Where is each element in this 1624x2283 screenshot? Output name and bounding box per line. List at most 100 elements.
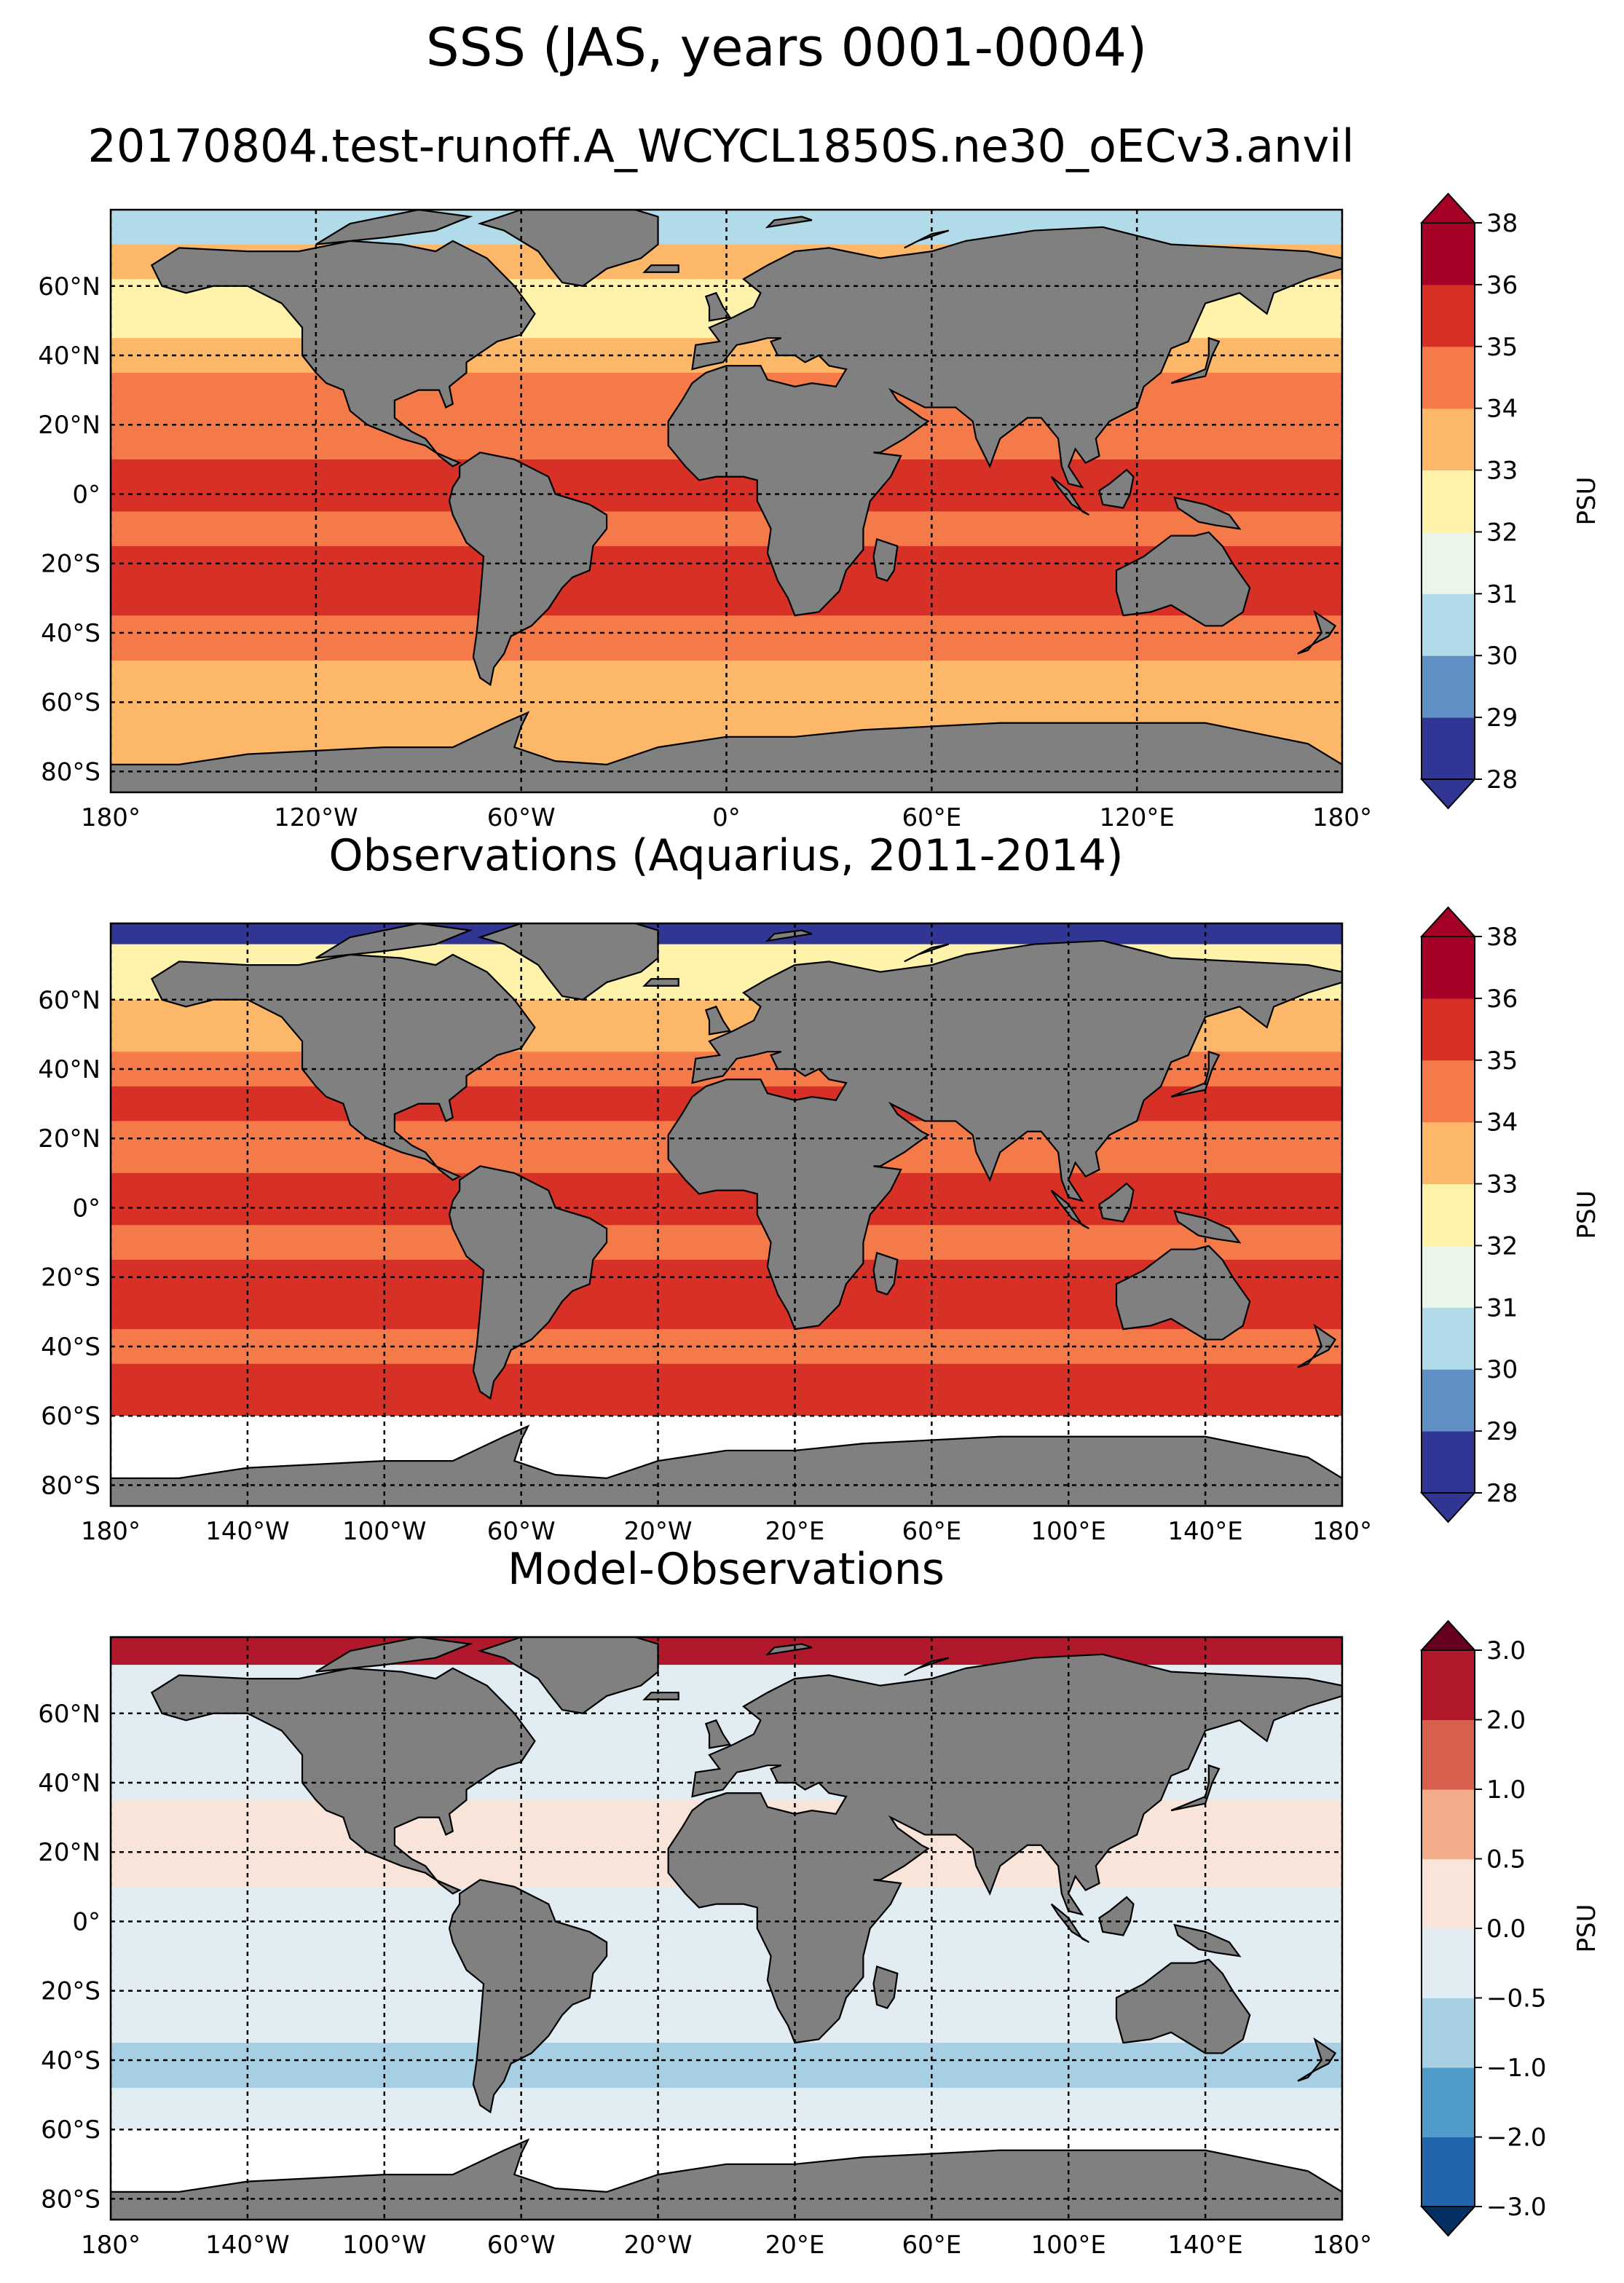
y-tick-label: 60°N xyxy=(38,986,100,1015)
y-tick-label: 40°S xyxy=(41,1333,100,1362)
colorbar-segment xyxy=(1422,223,1475,285)
panel-obs: Observations (Aquarius, 2011-2014) 180° 14… xyxy=(38,830,1601,1546)
colorbar-segment xyxy=(1422,655,1475,718)
colorbar-segment xyxy=(1422,2137,1475,2207)
colorbar-segment xyxy=(1422,346,1475,409)
y-tick-label: 40°N xyxy=(38,1769,100,1798)
x-tick-label: 60°E xyxy=(902,1517,961,1546)
colorbar-label: PSU xyxy=(1572,1904,1601,1953)
x-tick-label: 180° xyxy=(1312,2231,1372,2260)
x-tick-label: 120°E xyxy=(1099,803,1174,832)
panel-title: Model-Observations xyxy=(508,1544,945,1595)
panel-model: 180° 120°W 60°W 0° 60°E 120°E 180° 60°N 40°N 20°N… xyxy=(38,192,1601,832)
x-tick-label: 60°W xyxy=(487,2231,556,2260)
colorbar-tick-label: 2.0 xyxy=(1486,1706,1526,1735)
colorbar-tick-label: 32 xyxy=(1486,1231,1518,1261)
colorbar-segment xyxy=(1422,284,1475,347)
x-tick-label: 20°E xyxy=(765,2231,825,2260)
y-tick-label: 20°N xyxy=(38,1124,100,1154)
map-frame xyxy=(109,208,1344,794)
colorbar-segment xyxy=(1422,1369,1475,1432)
colorbar-tick-label: 28 xyxy=(1486,1479,1518,1508)
colorbar-segment xyxy=(1422,937,1475,999)
x-tick-label: 20°E xyxy=(765,1517,825,1546)
colorbar-segment xyxy=(1422,717,1475,780)
colorbar-segment xyxy=(1422,2067,1475,2137)
colorbar-segment xyxy=(1422,1789,1475,1859)
colorbar: −3.0 −2.0 −1.0 −0.5 0.0 0.5 1.0 2.0 3.0 PSU xyxy=(1419,1620,1601,2237)
map-frame xyxy=(109,922,1344,1507)
colorbar-tick-label: 1.0 xyxy=(1486,1775,1526,1805)
colorbar-tick-label: 33 xyxy=(1486,457,1518,486)
panel-title: Observations (Aquarius, 2011-2014) xyxy=(328,830,1123,881)
y-tick-label: 40°N xyxy=(38,342,100,371)
colorbar-segment xyxy=(1422,1650,1475,1720)
x-tick-label: 60°W xyxy=(487,1517,556,1546)
colorbar-over-tip xyxy=(1419,1620,1477,1651)
panel-diff: Model-Observations 180° 140°W 100°W 60°W 20°W… xyxy=(38,1544,1601,2260)
y-tick-label: 80°S xyxy=(41,2185,100,2214)
colorbar-segment xyxy=(1422,1928,1475,1998)
x-tick-label: 140°E xyxy=(1167,2231,1242,2260)
colorbar-tick-label: 38 xyxy=(1486,209,1518,238)
colorbar-segment xyxy=(1422,1431,1475,1494)
colorbar-tick-label: 38 xyxy=(1486,923,1518,952)
colorbar-tick-label: −1.0 xyxy=(1486,2054,1547,2083)
colorbar-tick-label: −2.0 xyxy=(1486,2124,1547,2153)
colorbar-tick-label: 0.5 xyxy=(1486,1845,1526,1874)
colorbar-tick-label: 31 xyxy=(1486,1293,1518,1322)
y-tick-label: 20°S xyxy=(41,550,100,579)
colorbar-segment xyxy=(1422,1719,1475,1790)
ocean-field-band xyxy=(111,1939,1342,1974)
x-tick-label: 20°W xyxy=(624,2231,693,2260)
colorbar-segment xyxy=(1422,1121,1475,1185)
colorbar-tick-label: 34 xyxy=(1486,1108,1518,1137)
map-frame xyxy=(109,1636,1344,2221)
colorbar-segment xyxy=(1422,470,1475,532)
colorbar-tick-label: −0.5 xyxy=(1486,1984,1547,2014)
colorbar: 28 29 30 31 32 33 34 35 36 38 PSU xyxy=(1419,906,1601,1523)
ocean-field-band xyxy=(111,2088,1342,2131)
colorbar-frame xyxy=(1421,222,1475,780)
colorbar-tick-label: 31 xyxy=(1486,580,1518,609)
ocean-field-band xyxy=(111,2043,1342,2089)
y-tick-label: 40°N xyxy=(38,1055,100,1084)
colorbar-segment xyxy=(1422,1858,1475,1929)
colorbar-tick-label: 35 xyxy=(1486,1046,1518,1076)
y-tick-label: 0° xyxy=(72,480,100,509)
x-tick-label: 20°W xyxy=(624,1517,693,1546)
colorbar-tick-label: 0.0 xyxy=(1486,1915,1526,1944)
ocean-field-band xyxy=(111,923,1342,945)
colorbar-tick-label: 33 xyxy=(1486,1170,1518,1199)
y-tick-label: 40°S xyxy=(41,619,100,648)
colorbar-label: PSU xyxy=(1572,477,1601,526)
colorbar-tick-label: 29 xyxy=(1486,1417,1518,1446)
y-tick-label: 20°N xyxy=(38,411,100,440)
x-tick-label: 0° xyxy=(712,803,741,832)
figure-subtitle: 20170804.test-runoff.A_WCYCL1850S.ne30_o… xyxy=(87,119,1354,173)
colorbar-over-tip xyxy=(1419,192,1477,224)
colorbar-under-tip xyxy=(1419,1492,1477,1523)
map-area xyxy=(111,1637,1342,2220)
y-tick-label: 60°N xyxy=(38,272,100,301)
y-tick-label: 80°S xyxy=(41,757,100,786)
x-tick-label: 180° xyxy=(81,1517,141,1546)
figure-title: SSS (JAS, years 0001-0004) xyxy=(426,17,1147,78)
colorbar: 28 29 30 31 32 33 34 35 36 38 PSU xyxy=(1419,192,1601,810)
x-tick-label: 100°E xyxy=(1031,2231,1106,2260)
colorbar-under-tip xyxy=(1419,778,1477,810)
y-tick-label: 0° xyxy=(72,1194,100,1223)
x-tick-label: 60°E xyxy=(902,803,961,832)
map-area xyxy=(111,923,1342,1506)
x-tick-label: 100°W xyxy=(342,1517,427,1546)
colorbar-segment xyxy=(1422,1998,1475,2068)
x-tick-label: 140°W xyxy=(205,1517,290,1546)
colorbar-segment xyxy=(1422,1245,1475,1308)
colorbar-label: PSU xyxy=(1572,1191,1601,1239)
x-tick-label: 100°E xyxy=(1031,1517,1106,1546)
colorbar-segment xyxy=(1422,408,1475,471)
y-tick-label: 60°S xyxy=(41,2116,100,2145)
colorbar-tick-label: 36 xyxy=(1486,985,1518,1014)
y-tick-label: 20°N xyxy=(38,1838,100,1867)
colorbar-segment xyxy=(1422,1307,1475,1370)
